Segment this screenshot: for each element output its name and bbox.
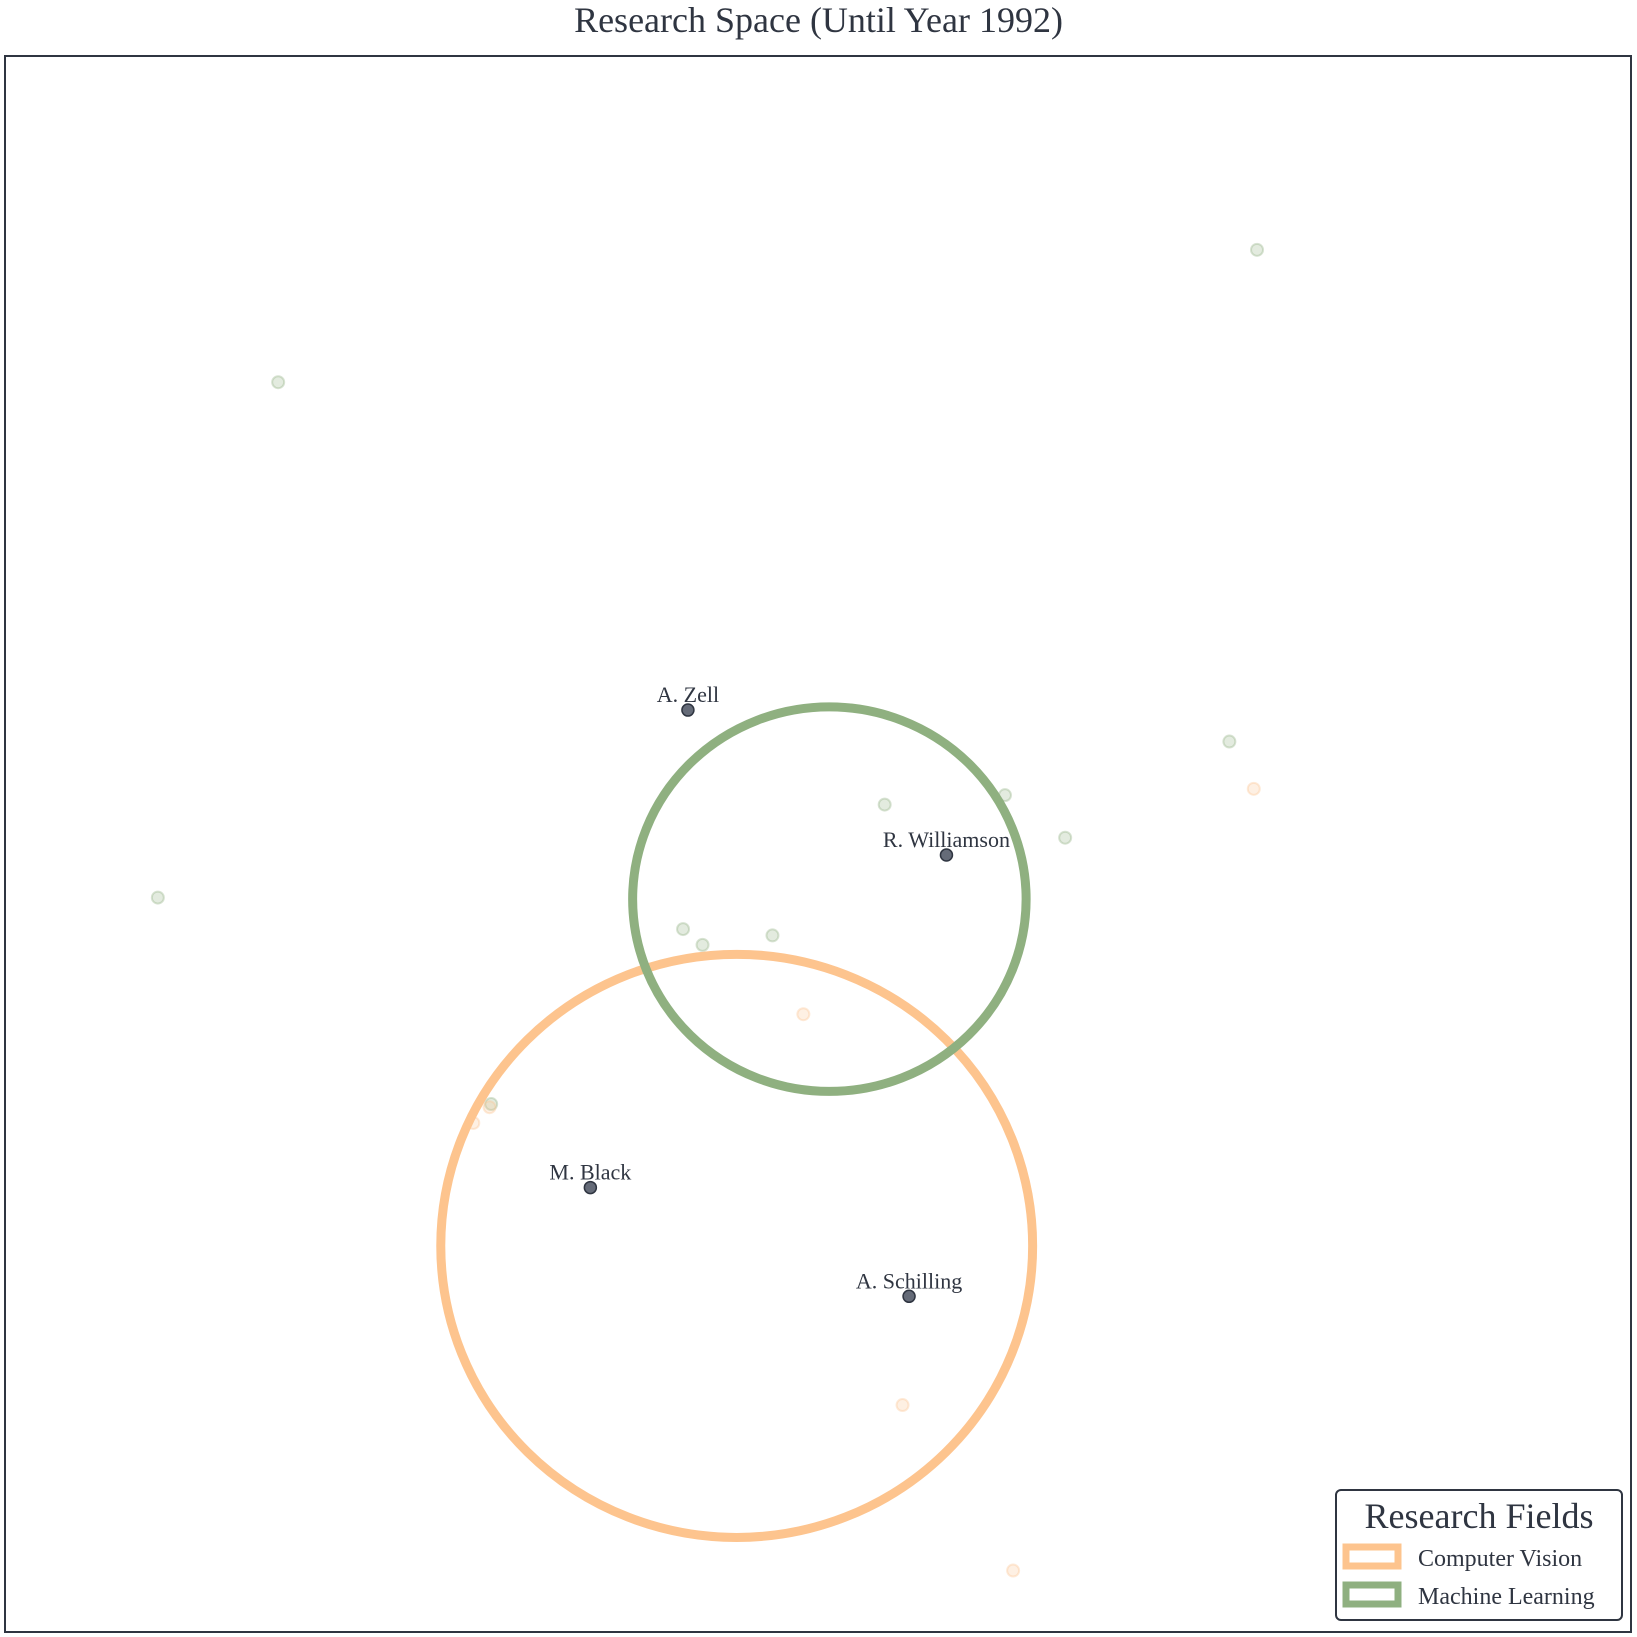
author-point-r-williamson xyxy=(939,848,954,862)
author-point-m-black xyxy=(583,1180,598,1195)
author-point-a-zell xyxy=(681,703,695,717)
background-point-machine-learning xyxy=(765,928,780,943)
background-point-computer-vision xyxy=(796,1007,811,1022)
author-label-a-zell: A. Zell xyxy=(657,682,719,707)
background-point-computer-vision xyxy=(1006,1563,1021,1578)
author-label-m-black: M. Black xyxy=(549,1160,631,1185)
author-label-a-schilling: A. Schilling xyxy=(856,1268,962,1293)
chart-title: Research Space (Until Year 1992) xyxy=(574,0,1063,40)
background-point-machine-learning xyxy=(1222,734,1237,749)
author-label-r-williamson: R. Williamson xyxy=(883,827,1010,852)
background-point-machine-learning xyxy=(695,937,710,952)
labeled-authors-layer: A. Zell R. Williamson M. Black A. Schilling xyxy=(549,682,1010,1304)
legend-swatch-computer-vision xyxy=(1342,1543,1402,1570)
background-point-machine-learning xyxy=(484,1097,499,1112)
background-point-machine-learning xyxy=(271,375,286,390)
legend: Research Fields Computer Vision Machine … xyxy=(1335,1489,1623,1621)
background-point-computer-vision xyxy=(1246,781,1261,796)
background-point-machine-learning xyxy=(150,890,165,905)
author-point-a-schilling xyxy=(902,1289,916,1304)
background-point-machine-learning xyxy=(676,922,691,937)
background-points-layer xyxy=(150,242,1265,1578)
legend-label-machine-learning: Machine Learning xyxy=(1418,1584,1595,1610)
legend-title: Research Fields xyxy=(1365,1496,1594,1536)
field-ellipse-computer-vision xyxy=(436,949,1038,1542)
background-point-machine-learning xyxy=(877,797,892,812)
background-point-machine-learning xyxy=(1250,242,1265,257)
background-point-computer-vision xyxy=(895,1398,910,1413)
field-ellipse-machine-learning xyxy=(628,702,1031,1096)
field-ellipses-layer xyxy=(436,702,1038,1542)
plot-frame xyxy=(4,55,1632,1633)
legend-label-computer-vision: Computer Vision xyxy=(1418,1546,1582,1572)
legend-swatch-machine-learning xyxy=(1342,1581,1402,1608)
background-point-machine-learning xyxy=(1058,830,1073,845)
background-point-computer-vision xyxy=(482,1100,497,1115)
legend-box xyxy=(1335,1489,1623,1621)
